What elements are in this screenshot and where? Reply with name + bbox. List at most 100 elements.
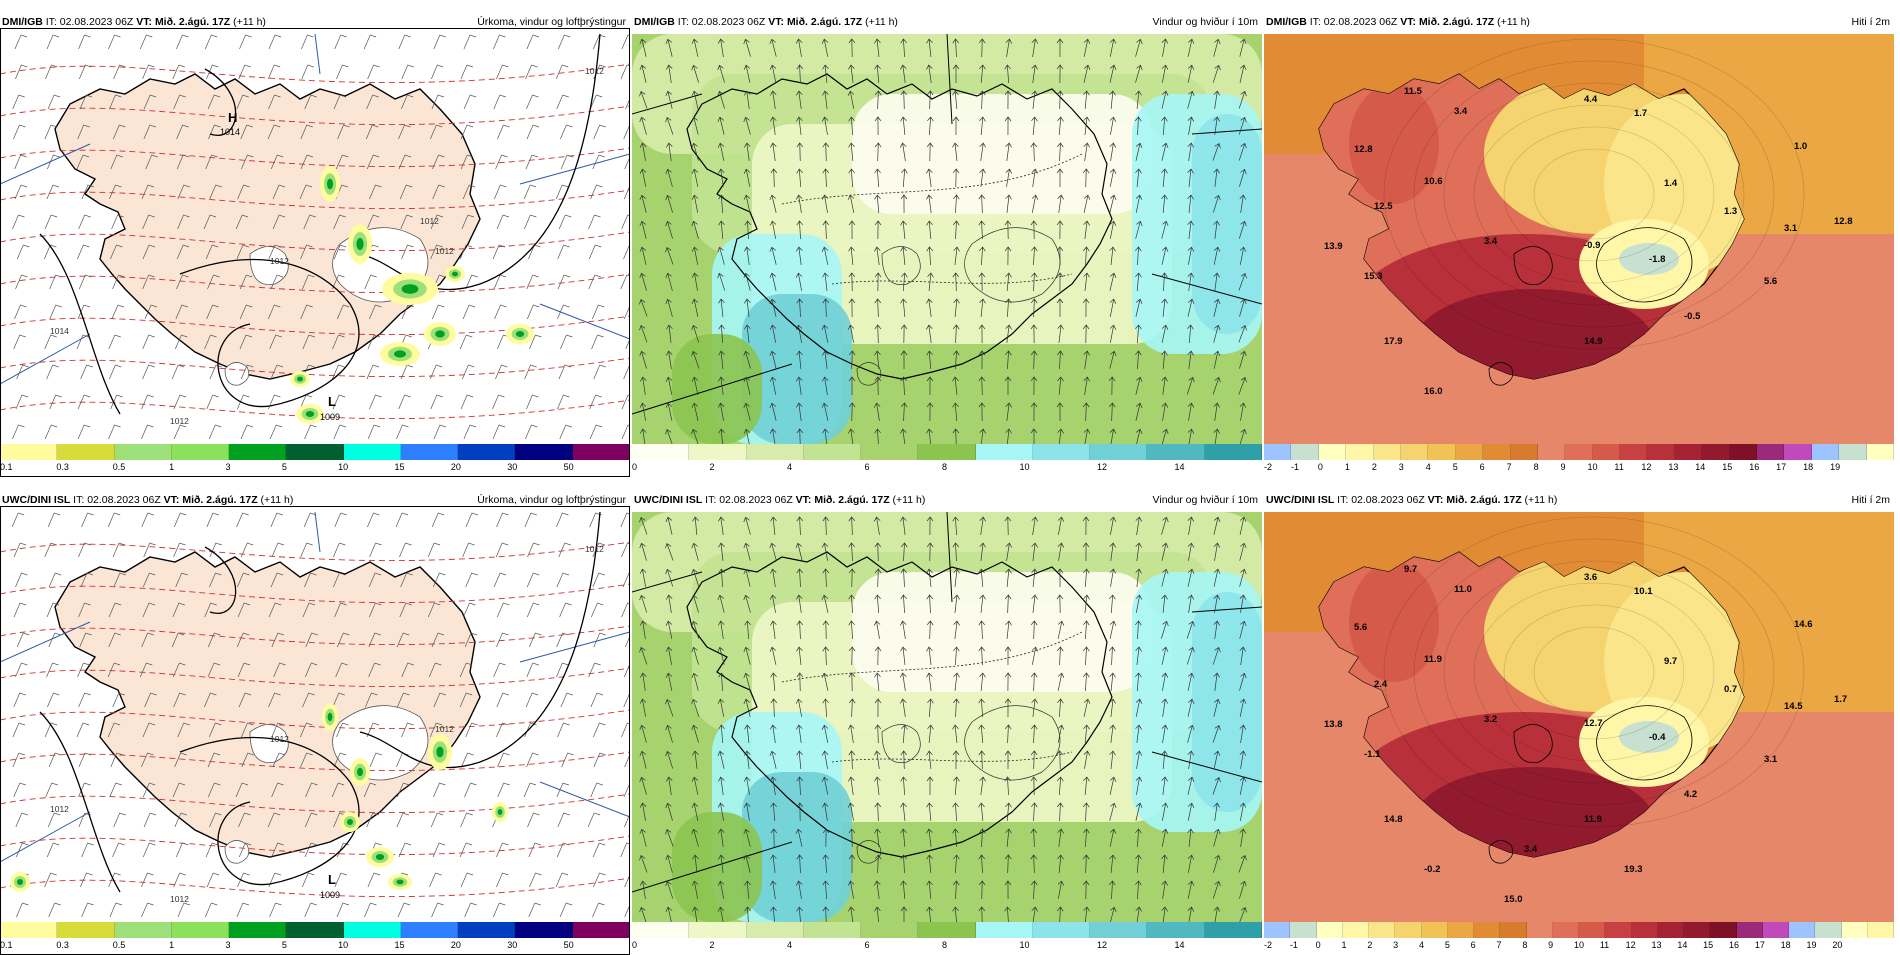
wind-speed-band <box>672 812 762 922</box>
wind-barb <box>460 394 474 410</box>
map-area: 11.5 3.4 4.4 1.7 12.8 1.0 10.6 1.4 12.5 1.3 13.9 3.… <box>1264 34 1894 444</box>
wind-arrow <box>979 142 986 161</box>
wind-arrow <box>665 620 673 639</box>
wind-arrow <box>952 880 960 900</box>
colorbar-tick: 13 <box>1651 940 1662 950</box>
wind-barb <box>299 184 313 200</box>
wind-arrow <box>874 272 882 292</box>
graticule-line <box>632 93 703 115</box>
wind-arrow <box>665 568 674 587</box>
wind-barb <box>303 214 316 230</box>
wind-barb <box>47 812 61 828</box>
wind-barb <box>48 632 61 648</box>
colorbar-swatch <box>1789 922 1816 938</box>
wind-arrow <box>952 402 959 421</box>
colorbar-swatch <box>803 444 862 460</box>
colorbar-swatch <box>1565 444 1593 460</box>
wind-arrow <box>953 672 960 691</box>
wind-arrow <box>796 854 804 874</box>
wind-barb <box>496 842 509 858</box>
colorbar-tick: 6 <box>1470 940 1476 950</box>
wind-barb <box>268 692 281 708</box>
wind-arrow <box>1005 402 1012 421</box>
wind-barb <box>463 94 477 110</box>
wind-arrow <box>953 568 960 587</box>
wind-arrow <box>1161 646 1169 665</box>
wind-arrow <box>900 116 907 135</box>
wind-barb <box>43 244 57 260</box>
wind-barb <box>462 364 475 380</box>
colorbar-tick: 14 <box>1174 462 1185 472</box>
colorbar-tick: 2 <box>1367 940 1373 950</box>
wind-arrow <box>796 168 803 187</box>
wind-arrow <box>691 168 699 187</box>
wind-barb <box>16 244 30 260</box>
wind-arrow <box>1238 142 1247 161</box>
lead-time: (+11 h) <box>1497 16 1530 28</box>
wind-barb <box>240 364 254 380</box>
isobar <box>359 512 601 769</box>
wind-arrow <box>1057 828 1064 847</box>
wind-arrow <box>874 542 882 562</box>
wind-arrow <box>1005 168 1013 187</box>
isotherm <box>1533 626 1655 718</box>
colorbar-swatch <box>1474 922 1501 938</box>
wind-arrow <box>691 698 700 717</box>
wind-arrow <box>978 272 986 292</box>
wind-arrow <box>848 168 855 188</box>
wind-barb <box>44 334 57 350</box>
wind-barb <box>270 572 284 588</box>
wind-arrow <box>665 880 674 899</box>
wind-barb <box>526 752 539 768</box>
wind-barb <box>77 244 90 260</box>
colorbar-tick: 0.1 <box>0 462 13 472</box>
wind-barb <box>624 903 630 918</box>
wind-barb <box>592 304 605 320</box>
wind-arrow <box>1135 516 1143 535</box>
wind-arrow <box>822 880 829 900</box>
wind-barb <box>369 752 383 768</box>
wind-barb <box>620 842 630 858</box>
wind-barb <box>397 782 410 798</box>
wind-barb <box>431 64 444 80</box>
colorbar-tick: 5 <box>281 462 287 472</box>
temperature-contour <box>0 709 630 730</box>
wind-barb <box>109 184 122 200</box>
wind-barb <box>620 274 630 290</box>
wind-barb <box>271 722 284 738</box>
wind-arrow <box>769 880 777 899</box>
wind-barb <box>81 512 94 528</box>
glacier-outline <box>1596 705 1693 781</box>
wind-barb <box>496 632 509 648</box>
wind-arrow <box>1109 246 1116 265</box>
wind-barb <box>525 64 538 80</box>
wind-arrow <box>873 620 881 639</box>
wind-barb <box>369 394 382 410</box>
wind-arrow <box>1083 64 1091 83</box>
wind-arrow <box>743 776 751 795</box>
wind-arrow <box>769 350 777 369</box>
wind-arrow <box>874 246 881 265</box>
wind-arrow <box>1187 594 1195 613</box>
wind-barb <box>526 572 540 588</box>
wind-arrow <box>1213 116 1220 135</box>
wind-arrow <box>1161 194 1168 213</box>
wind-arrow <box>1056 802 1064 822</box>
wind-barb <box>332 334 345 350</box>
wind-arrow <box>901 542 908 562</box>
wind-barb <box>621 424 630 440</box>
colorbar-tick: 6 <box>864 462 870 472</box>
temperature-label: -0.2 <box>1424 864 1440 875</box>
wind-arrow <box>1213 38 1221 57</box>
wind-barb <box>560 154 574 170</box>
wind-arrow <box>978 324 986 344</box>
wind-speed-band <box>742 772 852 922</box>
wind-barb <box>463 34 477 50</box>
wind-barb <box>368 662 381 678</box>
wind-barb <box>331 782 345 798</box>
valid-time: Mið. 2.ágú. 17Z <box>182 494 258 506</box>
wind-arrow <box>1238 376 1247 395</box>
wind-barb <box>588 274 601 290</box>
wind-barb <box>204 602 217 618</box>
